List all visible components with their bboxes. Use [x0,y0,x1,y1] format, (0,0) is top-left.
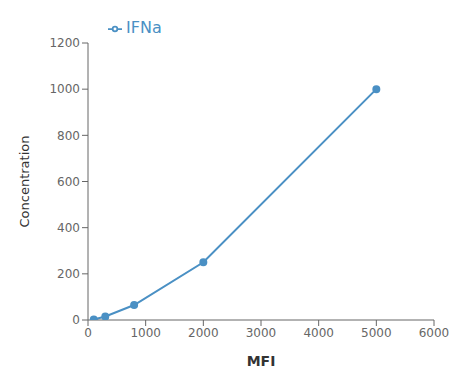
svg-text:200: 200 [57,267,80,281]
svg-text:1200: 1200 [49,36,80,50]
html-text:IFNa: IFNa [126,18,162,37]
svg-text:600: 600 [57,175,80,189]
svg-text:1000: 1000 [130,326,161,340]
svg-text:Concentration: Concentration [17,136,32,228]
svg-text:5000: 5000 [361,326,392,340]
svg-text:6000: 6000 [419,326,450,340]
svg-text:400: 400 [57,221,80,235]
svg-text:800: 800 [57,129,80,143]
svg-text:0: 0 [72,313,80,327]
svg-text:3000: 3000 [246,326,277,340]
svg-text:4000: 4000 [303,326,334,340]
svg-text:MFI: MFI [247,353,276,369]
svg-text:2000: 2000 [188,326,219,340]
svg-text:1000: 1000 [49,82,80,96]
svg-text:0: 0 [84,326,92,340]
